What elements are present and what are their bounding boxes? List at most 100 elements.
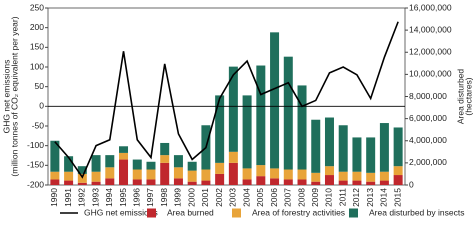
x-tick-label: 2006	[269, 188, 279, 207]
legend-swatch	[349, 208, 358, 218]
bar-segment	[256, 176, 266, 185]
y2-tick-label: 0	[409, 179, 414, 189]
bar-segment	[160, 142, 170, 156]
x-tick-label: 2013	[365, 188, 375, 207]
y-tick-label: 200	[30, 22, 44, 32]
bar-segment	[105, 155, 115, 168]
y2-tick-label: 4,000,000	[409, 135, 447, 145]
legend-label: Area disturbed by insects	[369, 207, 464, 217]
bar-segment	[366, 172, 376, 182]
x-tick-label: 2002	[214, 188, 224, 207]
bar-segment	[311, 119, 321, 173]
bar-segment	[91, 181, 101, 185]
bar-segment	[201, 169, 211, 181]
y2-axis-label: (hectares)	[463, 77, 473, 115]
bar-segment	[187, 170, 197, 182]
bar-segment	[338, 125, 348, 172]
y2-tick-label: 6,000,000	[409, 113, 447, 123]
bar-segment	[324, 117, 334, 167]
bar-segment	[324, 166, 334, 176]
legend-label: GHG net emissions	[84, 207, 158, 217]
x-tick-label: 2008	[296, 188, 306, 207]
bar-segment	[311, 181, 321, 185]
bar-segment	[64, 171, 74, 181]
y-tick-label: 0	[39, 101, 44, 111]
bar-segment	[242, 95, 252, 169]
bar-segment	[338, 180, 348, 185]
bar-segment	[215, 162, 225, 174]
bar-segment	[256, 165, 266, 177]
y-tick-label: -200	[27, 179, 44, 189]
plot-frame	[47, 7, 406, 186]
x-tick-label: 2007	[283, 188, 293, 207]
bar-segment	[228, 151, 238, 163]
bar-segment	[242, 168, 252, 180]
x-tick-label: 2011	[337, 188, 347, 207]
bar-segment	[366, 181, 376, 185]
bar-segment	[379, 123, 389, 172]
bar-segment	[270, 32, 280, 169]
y2-tick-label: 10,000,000	[409, 69, 452, 79]
bar-segment	[379, 180, 389, 185]
bar-segment	[173, 167, 183, 179]
bar-segment	[77, 166, 87, 174]
bar-segment	[50, 171, 60, 180]
bar-segment	[50, 140, 60, 172]
x-tick-label: 2000	[186, 188, 196, 207]
bar-segment	[132, 169, 142, 180]
bar-segment	[256, 65, 266, 166]
bar-segment	[297, 169, 307, 180]
bar-segment	[132, 179, 142, 185]
y-tick-label: -50	[32, 120, 45, 130]
bar-segment	[201, 180, 211, 185]
bar-segment	[283, 56, 293, 170]
bar-segment	[77, 182, 87, 185]
y-axis-label: GHG net emissions	[1, 60, 11, 134]
y-tick-label: -100	[27, 140, 44, 150]
y-tick-label: 250	[30, 2, 44, 12]
bar-segment	[160, 155, 170, 163]
bar-segment	[242, 179, 252, 185]
y-tick-label: 100	[30, 61, 44, 71]
bar-segment	[105, 178, 115, 185]
bar-segment	[215, 173, 225, 185]
x-tick-label: 1992	[77, 188, 87, 207]
x-tick-label: 1993	[90, 188, 100, 207]
y2-tick-label: 16,000,000	[409, 2, 452, 12]
x-tick-label: 2004	[241, 188, 251, 207]
bar-segment	[338, 171, 348, 181]
bar-segment	[393, 175, 403, 185]
bar-segment	[146, 179, 156, 185]
bar-segment	[91, 171, 101, 182]
y2-tick-label: 14,000,000	[409, 24, 452, 34]
x-tick-label: 2014	[379, 188, 389, 207]
bar-segment	[283, 179, 293, 185]
y2-tick-label: 8,000,000	[409, 91, 447, 101]
x-tick-label: 2003	[228, 188, 238, 207]
x-tick-label: 1995	[118, 188, 128, 207]
bar-segment	[91, 155, 101, 172]
bar-segment	[366, 137, 376, 173]
x-tick-label: 1996	[132, 188, 142, 207]
bar-segment	[119, 146, 129, 153]
y-tick-label: 50	[35, 81, 45, 91]
bar-segment	[146, 169, 156, 180]
x-tick-label: 1990	[49, 188, 59, 207]
bar-segment	[119, 159, 129, 185]
bar-segment	[379, 171, 389, 181]
x-tick-label: 1999	[173, 188, 183, 207]
bar-segment	[64, 180, 74, 185]
bar-segment	[119, 152, 129, 160]
bar-segment	[297, 85, 307, 170]
x-tick-label: 2005	[255, 188, 265, 207]
x-tick-label: 1994	[104, 188, 114, 207]
x-tick-label: 2001	[200, 188, 210, 207]
bar-segment	[64, 156, 74, 172]
bar-segment	[187, 161, 197, 171]
bar-segment	[215, 95, 225, 163]
bar-segment	[352, 137, 362, 172]
bar-segment	[228, 162, 238, 185]
y2-tick-label: 12,000,000	[409, 47, 452, 57]
bar-segment	[160, 162, 170, 185]
y2-tick-label: 2,000,000	[409, 157, 447, 167]
